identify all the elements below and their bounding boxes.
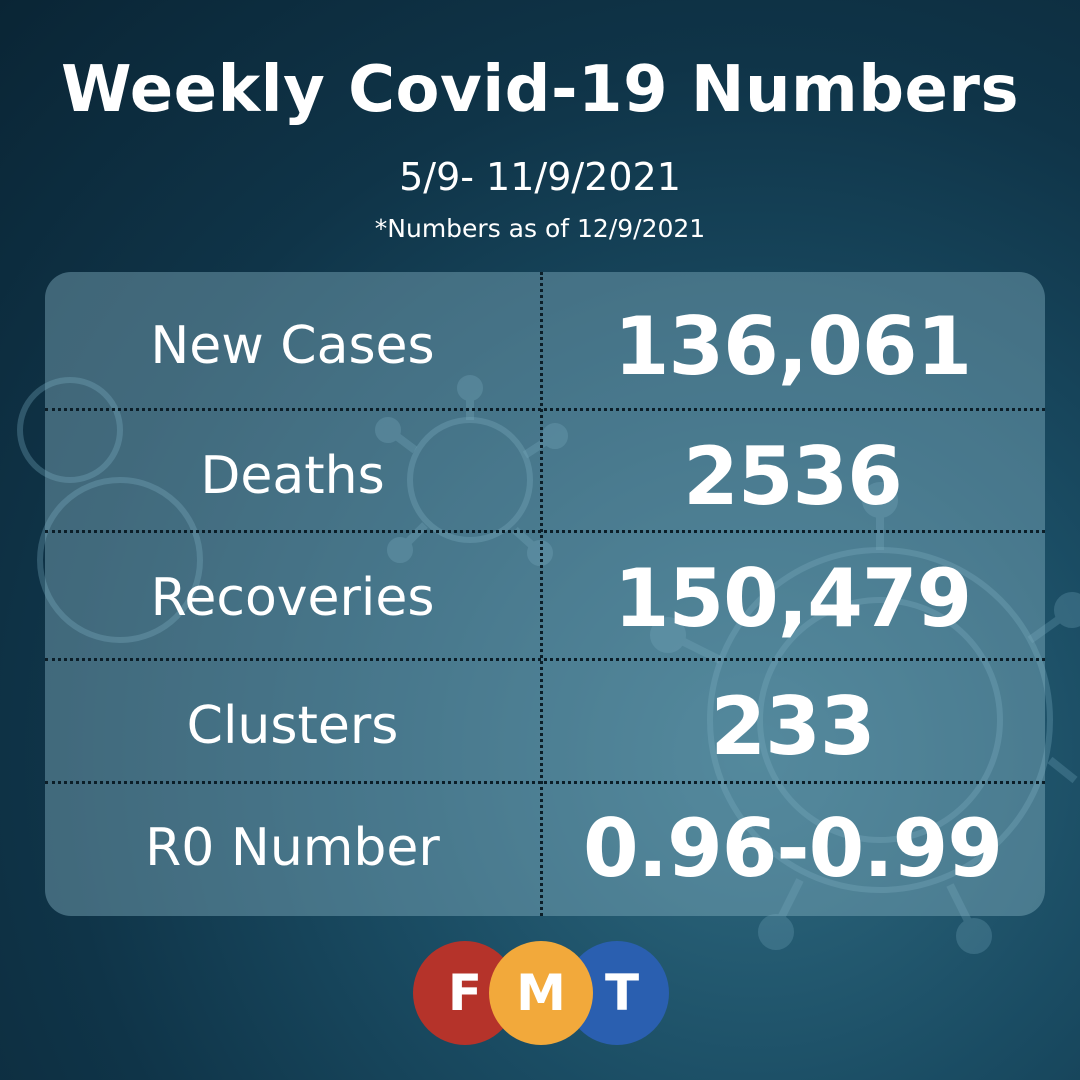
logo-letter-t: T: [605, 964, 639, 1022]
stat-label: Clusters: [186, 696, 399, 756]
row-divider: [45, 781, 1045, 784]
stats-table: New Cases 136,061 Deaths 2536 Recoveries…: [45, 272, 1045, 916]
stat-value: 233: [710, 679, 876, 773]
row-divider: [45, 658, 1045, 661]
stat-label: New Cases: [150, 316, 435, 376]
page-title: Weekly Covid-19 Numbers: [60, 53, 1020, 127]
fmt-logo: F M T: [413, 941, 669, 1045]
date-range: 5/9- 11/9/2021: [399, 155, 681, 199]
stat-row-clusters: Clusters 233: [45, 662, 1045, 790]
stat-value: 0.96-0.99: [583, 801, 1003, 895]
row-divider: [45, 408, 1045, 411]
stat-row-recoveries: Recoveries 150,479: [45, 534, 1045, 662]
stat-value: 136,061: [613, 299, 972, 393]
as-of-note: *Numbers as of 12/9/2021: [374, 214, 706, 243]
row-divider: [45, 530, 1045, 533]
stat-label: R0 Number: [145, 818, 440, 878]
stat-row-r0-number: R0 Number 0.96-0.99: [45, 784, 1045, 912]
logo-letter-m: M: [516, 964, 566, 1022]
logo-letter-f: F: [448, 964, 482, 1022]
stat-label: Recoveries: [150, 568, 435, 628]
stat-value: 150,479: [613, 551, 972, 645]
stat-label: Deaths: [200, 446, 385, 506]
column-divider: [540, 272, 543, 916]
stat-row-deaths: Deaths 2536: [45, 412, 1045, 540]
stat-value: 2536: [683, 429, 903, 523]
stat-row-new-cases: New Cases 136,061: [45, 282, 1045, 410]
